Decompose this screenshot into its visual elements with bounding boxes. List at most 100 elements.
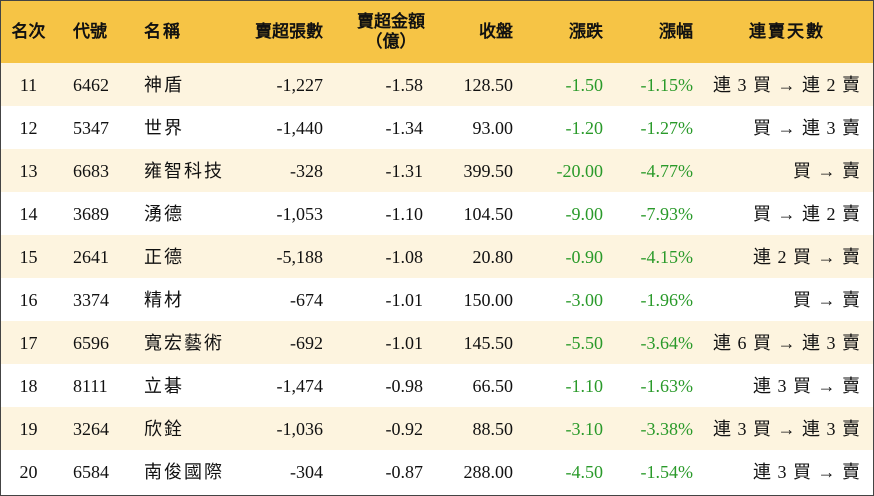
table-row: 16 3374 精材 -674 -1.01 150.00 -3.00 -1.96% 買 → 賣 xyxy=(1,278,873,321)
header-cell: 賣超金額 （億） xyxy=(357,12,425,51)
table-row: 18 8111 立碁 -1,474 -0.98 66.50 -1.10 -1.63% 連 3 買… xyxy=(1,364,873,407)
table-cell: -1.96% xyxy=(640,289,694,310)
table-cell: 正德 xyxy=(144,246,184,267)
table-cell: 14 xyxy=(19,203,38,224)
table-cell: 3689 xyxy=(73,203,109,224)
table-cell: -4.15% xyxy=(640,246,694,267)
table-cell: 66.50 xyxy=(472,375,514,396)
table-cell: -1.54% xyxy=(640,461,694,482)
table-cell: -1.01 xyxy=(385,332,424,353)
table-cell: -692 xyxy=(290,332,323,353)
table-cell: -1.50 xyxy=(565,74,604,95)
table-cell: -5,188 xyxy=(276,246,324,267)
table-cell: -3.64% xyxy=(640,332,694,353)
table-cell: 20.80 xyxy=(472,246,514,267)
table-row: 11 6462 神盾 -1,227 -1.58 128.50 -1.50 -1.15% 連 3 … xyxy=(1,63,873,106)
header-cell: 名稱 xyxy=(144,22,182,41)
table-cell: 13 xyxy=(19,160,38,181)
table-cell: 連 3 買 → 賣 xyxy=(753,461,861,482)
table-row: 19 3264 欣銓 -1,036 -0.92 88.50 -3.10 -3.38% 連 3 買… xyxy=(1,407,873,450)
table-cell: 88.50 xyxy=(472,418,514,439)
table-cell: 6596 xyxy=(73,332,109,353)
table-cell: -1.20 xyxy=(565,117,604,138)
table-cell: -7.93% xyxy=(640,203,694,224)
header-cell: 漲跌 xyxy=(569,22,603,41)
table-cell: 立碁 xyxy=(144,375,184,396)
table-cell: -1.31 xyxy=(385,160,424,181)
table-cell: -1,440 xyxy=(276,117,324,138)
table-cell: -1,227 xyxy=(276,74,324,95)
header-cell: 代號 xyxy=(73,22,107,41)
header-cell: 收盤 xyxy=(479,22,513,41)
table-cell: -1,036 xyxy=(276,418,324,439)
table-cell: -5.50 xyxy=(565,332,604,353)
table-cell: -3.00 xyxy=(565,289,604,310)
header-row: 名次 代號 名稱 賣超張數 賣超金額 （億） 收盤 漲跌 漲幅 連賣天數 xyxy=(1,1,873,63)
header-cell: 漲幅 xyxy=(659,22,693,41)
table-cell: 連 6 買 → 連 3 賣 xyxy=(713,332,861,353)
table-cell: -0.92 xyxy=(385,418,424,439)
table-cell: 19 xyxy=(19,418,38,439)
table-row: 13 6683 雍智科技 -328 -1.31 399.50 -20.00 -4.77% 買 →… xyxy=(1,149,873,192)
table-cell: 150.00 xyxy=(463,289,514,310)
table-row: 12 5347 世界 -1,440 -1.34 93.00 -1.20 -1.27% 買 → 連… xyxy=(1,106,873,149)
table-cell: -1.08 xyxy=(385,246,424,267)
table-cell: 雍智科技 xyxy=(144,160,224,181)
table-cell: -1.10 xyxy=(565,375,604,396)
table-cell: 104.50 xyxy=(463,203,514,224)
table-cell: -1.01 xyxy=(385,289,424,310)
table-cell: 買 → 賣 xyxy=(793,289,861,310)
table-cell: -328 xyxy=(290,160,323,181)
table-cell: 南俊國際 xyxy=(144,461,224,482)
table-cell: 3264 xyxy=(73,418,109,439)
table-cell: 寬宏藝術 xyxy=(144,332,224,353)
table-cell: 8111 xyxy=(73,375,108,396)
table-cell: 16 xyxy=(19,289,38,310)
table-cell: 6683 xyxy=(73,160,109,181)
table-cell: -9.00 xyxy=(565,203,604,224)
table-row: 14 3689 湧德 -1,053 -1.10 104.50 -9.00 -7.93% 買 → … xyxy=(1,192,873,235)
table-cell: 連 3 買 → 連 3 賣 xyxy=(713,418,861,439)
table-cell: 買 → 賣 xyxy=(793,160,861,181)
table-cell: 12 xyxy=(19,117,38,138)
table-cell: 連 3 買 → 賣 xyxy=(753,375,861,396)
table-cell: 93.00 xyxy=(472,117,514,138)
table-cell: 買 → 連 2 賣 xyxy=(753,203,861,224)
table-cell: 15 xyxy=(19,246,38,267)
table-cell: -20.00 xyxy=(556,160,604,181)
table-cell: 6462 xyxy=(73,74,109,95)
table-cell: -1.34 xyxy=(385,117,424,138)
table-cell: 湧德 xyxy=(144,203,184,224)
table-cell: -1.58 xyxy=(385,74,424,95)
table-cell: 神盾 xyxy=(144,74,184,95)
table-cell: 6584 xyxy=(73,461,109,482)
header-cell: 賣超張數 xyxy=(255,22,323,41)
table-cell: -1.63% xyxy=(640,375,694,396)
table-cell: -674 xyxy=(290,289,323,310)
table-cell: 17 xyxy=(19,332,38,353)
table-cell: -0.90 xyxy=(565,246,604,267)
header-cell: 名次 xyxy=(11,22,46,41)
table-cell: -1,474 xyxy=(276,375,324,396)
table-cell: 精材 xyxy=(144,289,184,310)
table-cell: -4.50 xyxy=(565,461,604,482)
table-cell: 11 xyxy=(19,74,38,95)
table-cell: 128.50 xyxy=(463,74,514,95)
table-row: 15 2641 正德 -5,188 -1.08 20.80 -0.90 -4.15% 連 2 買… xyxy=(1,235,873,278)
table-cell: -1.27% xyxy=(640,117,694,138)
table-cell: 145.50 xyxy=(463,332,514,353)
table-cell: 連 3 買 → 連 2 賣 xyxy=(713,74,861,95)
table-cell: -4.77% xyxy=(640,160,694,181)
table-cell: -1,053 xyxy=(276,203,324,224)
table-row: 17 6596 寬宏藝術 -692 -1.01 145.50 -5.50 -3.64% 連 6 … xyxy=(1,321,873,364)
table-cell: -0.98 xyxy=(385,375,424,396)
table-cell: -1.10 xyxy=(385,203,424,224)
table-cell: 399.50 xyxy=(463,160,514,181)
table-cell: 買 → 連 3 賣 xyxy=(753,117,861,138)
table-cell: 欣銓 xyxy=(144,418,184,439)
table-cell: 3374 xyxy=(73,289,109,310)
table-cell: -0.87 xyxy=(385,461,424,482)
table-cell: 5347 xyxy=(73,117,109,138)
